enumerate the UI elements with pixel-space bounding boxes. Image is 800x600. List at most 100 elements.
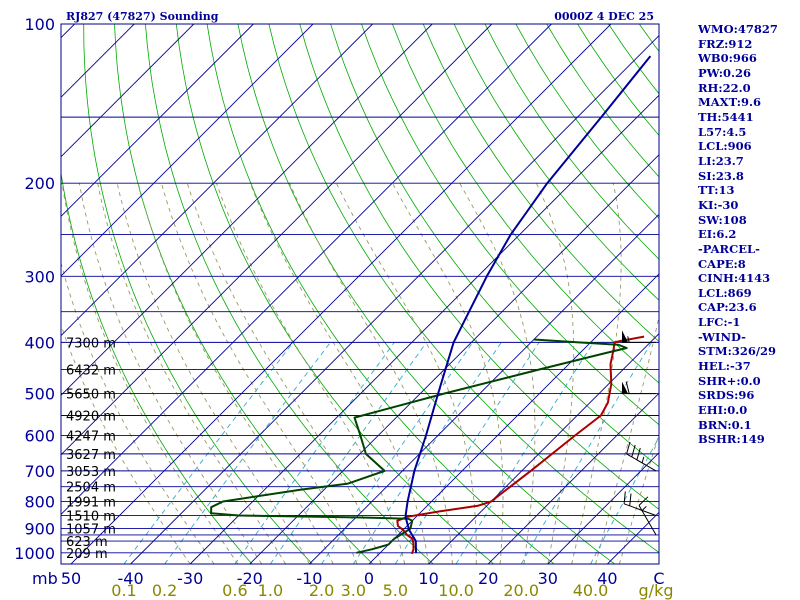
height-label: 7300 m: [66, 336, 116, 351]
moist-adiabat: [116, 183, 310, 564]
pressure-tick-label: 500: [24, 385, 55, 404]
isotherm: [61, 24, 373, 337]
height-label: 6432 m: [66, 363, 116, 378]
isotherm: [61, 24, 254, 218]
moist-adiabat: [160, 183, 358, 564]
temperature-tick-label: 50: [61, 569, 81, 588]
stat-line: LCL:869: [698, 285, 752, 300]
stat-line: BSHR:149: [698, 432, 765, 447]
temperature-tick-labels: 50 -40 -30 -20 -10 0 10 20 30 40: [61, 569, 618, 588]
mixing-ratio-labels: 0.1 0.2 0.6 1.0 2.0 3.0 5.0 10.0 20.0 40.0: [111, 581, 608, 600]
temperature-tick-label: -40: [118, 569, 144, 588]
dry-adiabat: [145, 24, 434, 564]
pressure-tick-label: 100: [24, 15, 55, 34]
mixing-ratio-label: 0.2: [152, 581, 177, 600]
moist-adiabat: [78, 183, 263, 564]
moist-adiabat: [137, 183, 334, 564]
isotherm: [547, 452, 659, 564]
mixing-ratio-line: [455, 342, 594, 564]
isotherm: [61, 24, 195, 158]
moist-adiabat: [618, 433, 659, 564]
stat-line: RH:22.0: [698, 80, 751, 95]
height-label: 1057 m: [66, 523, 116, 538]
x-axis-unit: C: [653, 569, 664, 588]
moist-adiabat: [97, 183, 286, 564]
stat-line: SI:23.8: [698, 168, 744, 183]
dry-adiabat: [453, 24, 659, 301]
y-axis-unit: mb: [32, 569, 58, 588]
temperature-tick-label: 0: [364, 569, 374, 588]
pressure-tick-label: 400: [24, 333, 55, 352]
dry-adiabat: [299, 24, 659, 510]
isotherm: [249, 154, 659, 564]
temperature-tick-label: -10: [296, 569, 322, 588]
dry-adiabats: [61, 24, 659, 564]
height-label: 4920 m: [66, 410, 116, 425]
moist-adiabat: [535, 183, 575, 564]
isotherms: [61, 24, 659, 564]
isotherm: [189, 94, 659, 564]
mixing-ratio-line: [520, 342, 652, 564]
height-label: 623 m: [66, 535, 108, 550]
temperature-tick-label: -30: [177, 569, 203, 588]
stat-line: -PARCEL-: [698, 241, 760, 256]
height-label: 5650 m: [66, 388, 116, 403]
indices-panel: WMO:47827 FRZ:912 WB0:966 PW:0.26 RH:22.0 MAX…: [698, 22, 798, 447]
stat-line: WB0:966: [698, 51, 757, 66]
stat-line: STM:326/29: [698, 344, 777, 359]
mixing-ratio-line: [234, 342, 395, 564]
height-label: 3627 m: [66, 448, 116, 463]
moist-adiabat: [571, 183, 622, 564]
pressure-tick-label: 600: [24, 427, 55, 446]
mixing-ratio-line: [321, 342, 474, 564]
mixing-ratio-lines: [123, 342, 659, 564]
stat-line: EI:6.2: [698, 227, 737, 242]
moist-adiabat: [595, 314, 659, 564]
mixing-ratio-label: 0.1: [111, 581, 136, 600]
mixing-ratio-unit: g/kg: [639, 581, 674, 600]
moist-adiabat: [186, 183, 382, 564]
mixing-ratio-line: [164, 342, 331, 564]
mixing-ratio-line: [270, 342, 427, 564]
stat-line: LCL:906: [698, 139, 752, 154]
stat-line: LI:23.7: [698, 153, 744, 168]
isotherm: [368, 273, 659, 564]
isotherm: [61, 24, 552, 516]
pressure-tick-label: 1000: [14, 544, 55, 563]
isotherm: [61, 24, 493, 456]
stat-line: SW:108: [698, 212, 747, 227]
pressure-tick-labels: 100 200 300 400 500 600 700 800 900 1000: [14, 15, 55, 563]
dry-adiabat: [361, 24, 659, 426]
stat-line: L57:4.5: [698, 124, 747, 139]
stat-line: SHR+:0.0: [698, 373, 761, 388]
stat-line: KI:-30: [698, 197, 739, 212]
dry-adiabat: [206, 24, 555, 564]
stat-line: WMO:47827: [698, 22, 778, 36]
moist-adiabat: [459, 182, 536, 564]
height-label: 209 m: [66, 547, 108, 562]
isotherm: [428, 332, 659, 564]
height-label: 2504 m: [66, 481, 116, 496]
mixing-ratio-label: 20.0: [503, 581, 539, 600]
stat-line: EHI:0.0: [698, 403, 748, 418]
moist-adiabat: [249, 183, 430, 564]
mixing-ratio-label: 5.0: [383, 581, 408, 600]
wind-barb: [626, 441, 657, 472]
isotherm: [61, 24, 314, 277]
height-label: 4247 m: [66, 430, 116, 445]
stat-line: LFC:-1: [698, 315, 741, 330]
moist-adiabat: [61, 261, 215, 564]
stat-line: CINH:4143: [698, 271, 771, 286]
stat-line: -WIND-: [698, 329, 746, 344]
plot-frame: [60, 23, 660, 565]
temperature-tick-label: 10: [418, 569, 438, 588]
mixing-ratio-label: 0.6: [222, 581, 247, 600]
chart-timestamp: 0000Z 4 DEC 25: [554, 10, 654, 23]
wind-barbs: [621, 330, 657, 536]
dry-adiabat: [83, 24, 313, 564]
mixing-ratio-label: 1.0: [258, 581, 283, 600]
moist-adiabat: [216, 183, 406, 564]
isotherm: [130, 34, 659, 564]
wind-barb: [621, 381, 657, 395]
temperature-tick-label: 30: [538, 569, 558, 588]
